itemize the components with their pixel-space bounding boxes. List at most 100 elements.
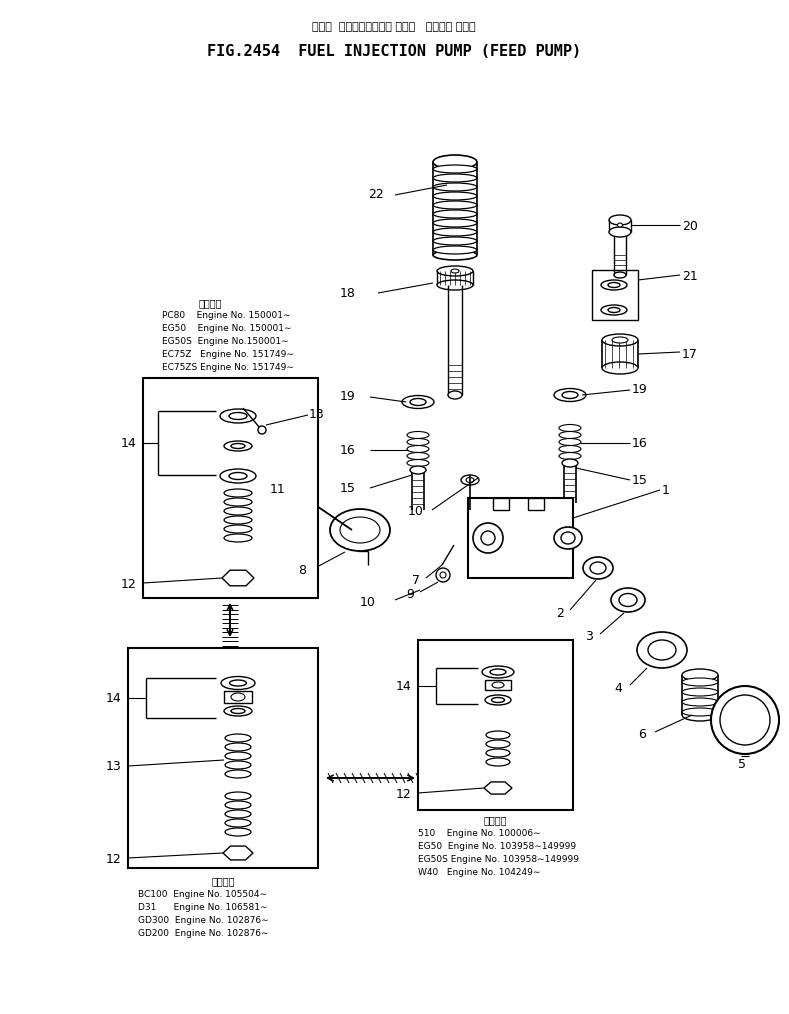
Text: 12: 12 [396,788,412,801]
Ellipse shape [559,432,581,438]
Text: 8: 8 [298,564,306,577]
Ellipse shape [225,792,251,800]
Ellipse shape [433,192,477,200]
Ellipse shape [559,438,581,445]
Text: 16: 16 [340,444,356,457]
Ellipse shape [554,527,582,549]
Text: 2: 2 [556,607,564,620]
Ellipse shape [225,734,251,742]
Ellipse shape [433,183,477,191]
Bar [224,691,252,703]
Ellipse shape [225,770,251,778]
Text: 適用号機: 適用号機 [198,298,222,308]
Ellipse shape [482,666,514,678]
Ellipse shape [220,469,256,483]
Text: フェル  インジェクション ポンプ   フィード ポンプ: フェル インジェクション ポンプ フィード ポンプ [312,22,476,32]
Bar [485,680,511,690]
Ellipse shape [224,525,252,533]
Ellipse shape [433,201,477,209]
Ellipse shape [609,227,631,237]
Text: GD200  Engine No. 102876∼: GD200 Engine No. 102876∼ [138,929,268,938]
Ellipse shape [637,632,687,668]
Ellipse shape [466,478,474,483]
Ellipse shape [590,562,606,574]
Text: FIG.2454  FUEL INJECTION PUMP (FEED PUMP): FIG.2454 FUEL INJECTION PUMP (FEED PUMP) [207,44,581,59]
Text: EG50S  Engine No.150001∼: EG50S Engine No.150001∼ [162,337,289,346]
Ellipse shape [407,445,429,452]
Ellipse shape [682,698,718,706]
Ellipse shape [601,305,627,315]
Text: 4: 4 [614,682,622,695]
Ellipse shape [225,801,251,809]
Ellipse shape [433,219,477,227]
Ellipse shape [682,709,718,721]
Ellipse shape [433,228,477,236]
Ellipse shape [559,425,581,432]
Ellipse shape [612,337,628,343]
Ellipse shape [224,441,252,451]
Bar [528,498,544,510]
Ellipse shape [451,269,459,273]
Ellipse shape [648,640,676,660]
Ellipse shape [303,495,313,505]
Text: 7: 7 [412,574,420,587]
Ellipse shape [682,689,718,696]
Ellipse shape [402,395,434,409]
Ellipse shape [407,452,429,459]
Ellipse shape [437,280,473,290]
Ellipse shape [608,283,620,288]
Text: EC75Z   Engine No. 151749∼: EC75Z Engine No. 151749∼ [162,350,294,359]
Text: GD300  Engine No. 102876∼: GD300 Engine No. 102876∼ [138,916,268,925]
Ellipse shape [433,250,477,260]
Ellipse shape [720,695,770,745]
Text: EG50  Engine No. 103958∼149999: EG50 Engine No. 103958∼149999 [418,842,576,851]
Bar [128,648,318,868]
Text: 14: 14 [106,692,122,705]
Ellipse shape [481,531,495,545]
Text: 10: 10 [408,505,424,518]
Ellipse shape [407,459,429,466]
Text: 510    Engine No. 100006∼: 510 Engine No. 100006∼ [418,829,540,838]
Ellipse shape [224,534,252,542]
Ellipse shape [410,399,426,406]
Ellipse shape [437,266,473,276]
Ellipse shape [433,174,477,182]
Text: 15: 15 [340,482,356,495]
Ellipse shape [611,588,645,612]
Ellipse shape [561,532,575,544]
Text: 11: 11 [270,483,286,496]
Text: 14: 14 [121,437,136,450]
Ellipse shape [229,413,247,420]
Text: 12: 12 [106,853,122,866]
Text: 1: 1 [662,484,670,497]
Text: 5: 5 [738,758,746,771]
Text: 13: 13 [106,760,122,773]
Ellipse shape [410,466,426,474]
Ellipse shape [224,489,252,497]
Ellipse shape [486,740,510,748]
Bar [418,640,573,810]
Text: 10: 10 [360,596,376,609]
Ellipse shape [433,246,477,254]
Text: 13: 13 [309,408,325,421]
Ellipse shape [554,388,586,402]
Ellipse shape [229,473,247,480]
Polygon shape [223,846,253,860]
Ellipse shape [407,438,429,445]
Text: 19: 19 [632,383,648,396]
Ellipse shape [490,669,506,675]
Ellipse shape [473,523,503,553]
Ellipse shape [258,426,266,434]
Ellipse shape [618,223,623,227]
Ellipse shape [225,819,251,827]
Ellipse shape [559,445,581,452]
Bar [493,498,509,510]
Text: EG50S Engine No. 103958∼149999: EG50S Engine No. 103958∼149999 [418,855,579,864]
Ellipse shape [562,391,578,399]
Ellipse shape [407,432,429,438]
Ellipse shape [433,210,477,218]
Ellipse shape [562,459,578,467]
Text: 19: 19 [340,390,356,403]
Ellipse shape [230,680,246,686]
Text: 3: 3 [585,630,593,643]
